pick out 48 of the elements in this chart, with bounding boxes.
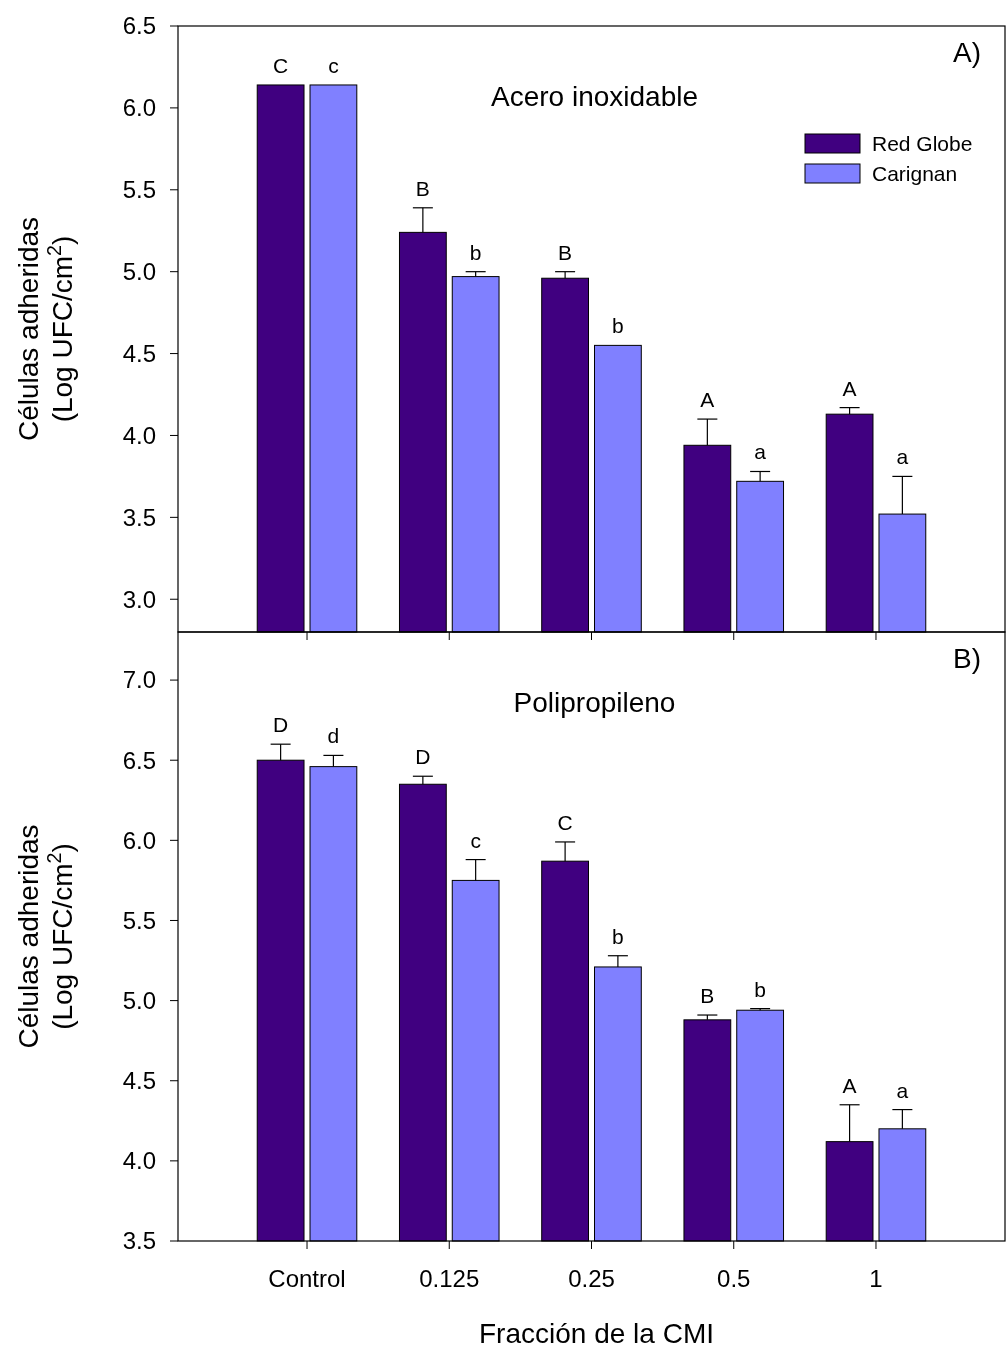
annotation: c: [328, 53, 339, 77]
text: Acero inoxidable: [490, 81, 699, 112]
text: Polipropileno: [513, 687, 676, 718]
annotation: D: [273, 713, 289, 737]
annotation: b: [469, 240, 482, 264]
x-tick-label: Control: [268, 1265, 346, 1292]
annotation: a: [896, 1078, 909, 1102]
y-tick-label: 3.0: [122, 585, 156, 613]
y-tick-label: 5.5: [122, 906, 156, 934]
y-tick-label: 5.0: [122, 258, 156, 286]
annotation: B): [953, 643, 981, 674]
legend-label: Red Globe: [872, 132, 973, 156]
annotation: A: [842, 1073, 857, 1097]
x-tick-label: 0.125: [419, 1265, 480, 1292]
x-tick-label: 1: [869, 1265, 883, 1292]
y-tick-label: 6.0: [122, 826, 156, 854]
y-tick-label: 4.5: [122, 1067, 156, 1095]
annotation: d: [327, 724, 340, 748]
annotation: A): [953, 37, 981, 68]
annotation: D: [415, 745, 431, 769]
y-tick-label: 6.5: [122, 12, 156, 40]
y-tick-label: 3.5: [122, 503, 156, 531]
annotation: C: [557, 810, 573, 834]
y-tick-label: 4.0: [122, 1147, 156, 1175]
annotation: B: [558, 240, 573, 264]
annotation: c: [470, 828, 481, 852]
y-tick-label: 5.0: [122, 987, 156, 1015]
annotation: B: [700, 984, 715, 1008]
y-tick-label: 3.5: [122, 1227, 156, 1255]
y-tick-label: 6.5: [122, 746, 156, 774]
annotation: C: [273, 53, 289, 77]
annotation: a: [896, 445, 909, 469]
x-tick-label: 0.25: [568, 1265, 615, 1292]
y-tick-label: 6.0: [122, 94, 156, 122]
x-axis-title: Fracción de la CMI: [479, 1318, 714, 1349]
annotation: A: [700, 388, 715, 412]
x-tick-label: 0.5: [717, 1265, 751, 1292]
y-tick-label: 4.0: [122, 421, 156, 449]
y-tick-label: 5.5: [122, 176, 156, 204]
annotation: b: [612, 924, 624, 948]
annotation: b: [612, 314, 624, 338]
annotation: B: [415, 176, 430, 200]
y-tick-label: 4.5: [122, 339, 156, 367]
annotation: A: [842, 376, 857, 400]
annotation: a: [754, 440, 767, 464]
annotation: b: [754, 977, 766, 1001]
y-tick-label: 7.0: [122, 666, 156, 694]
legend-label: Carignan: [872, 162, 958, 186]
